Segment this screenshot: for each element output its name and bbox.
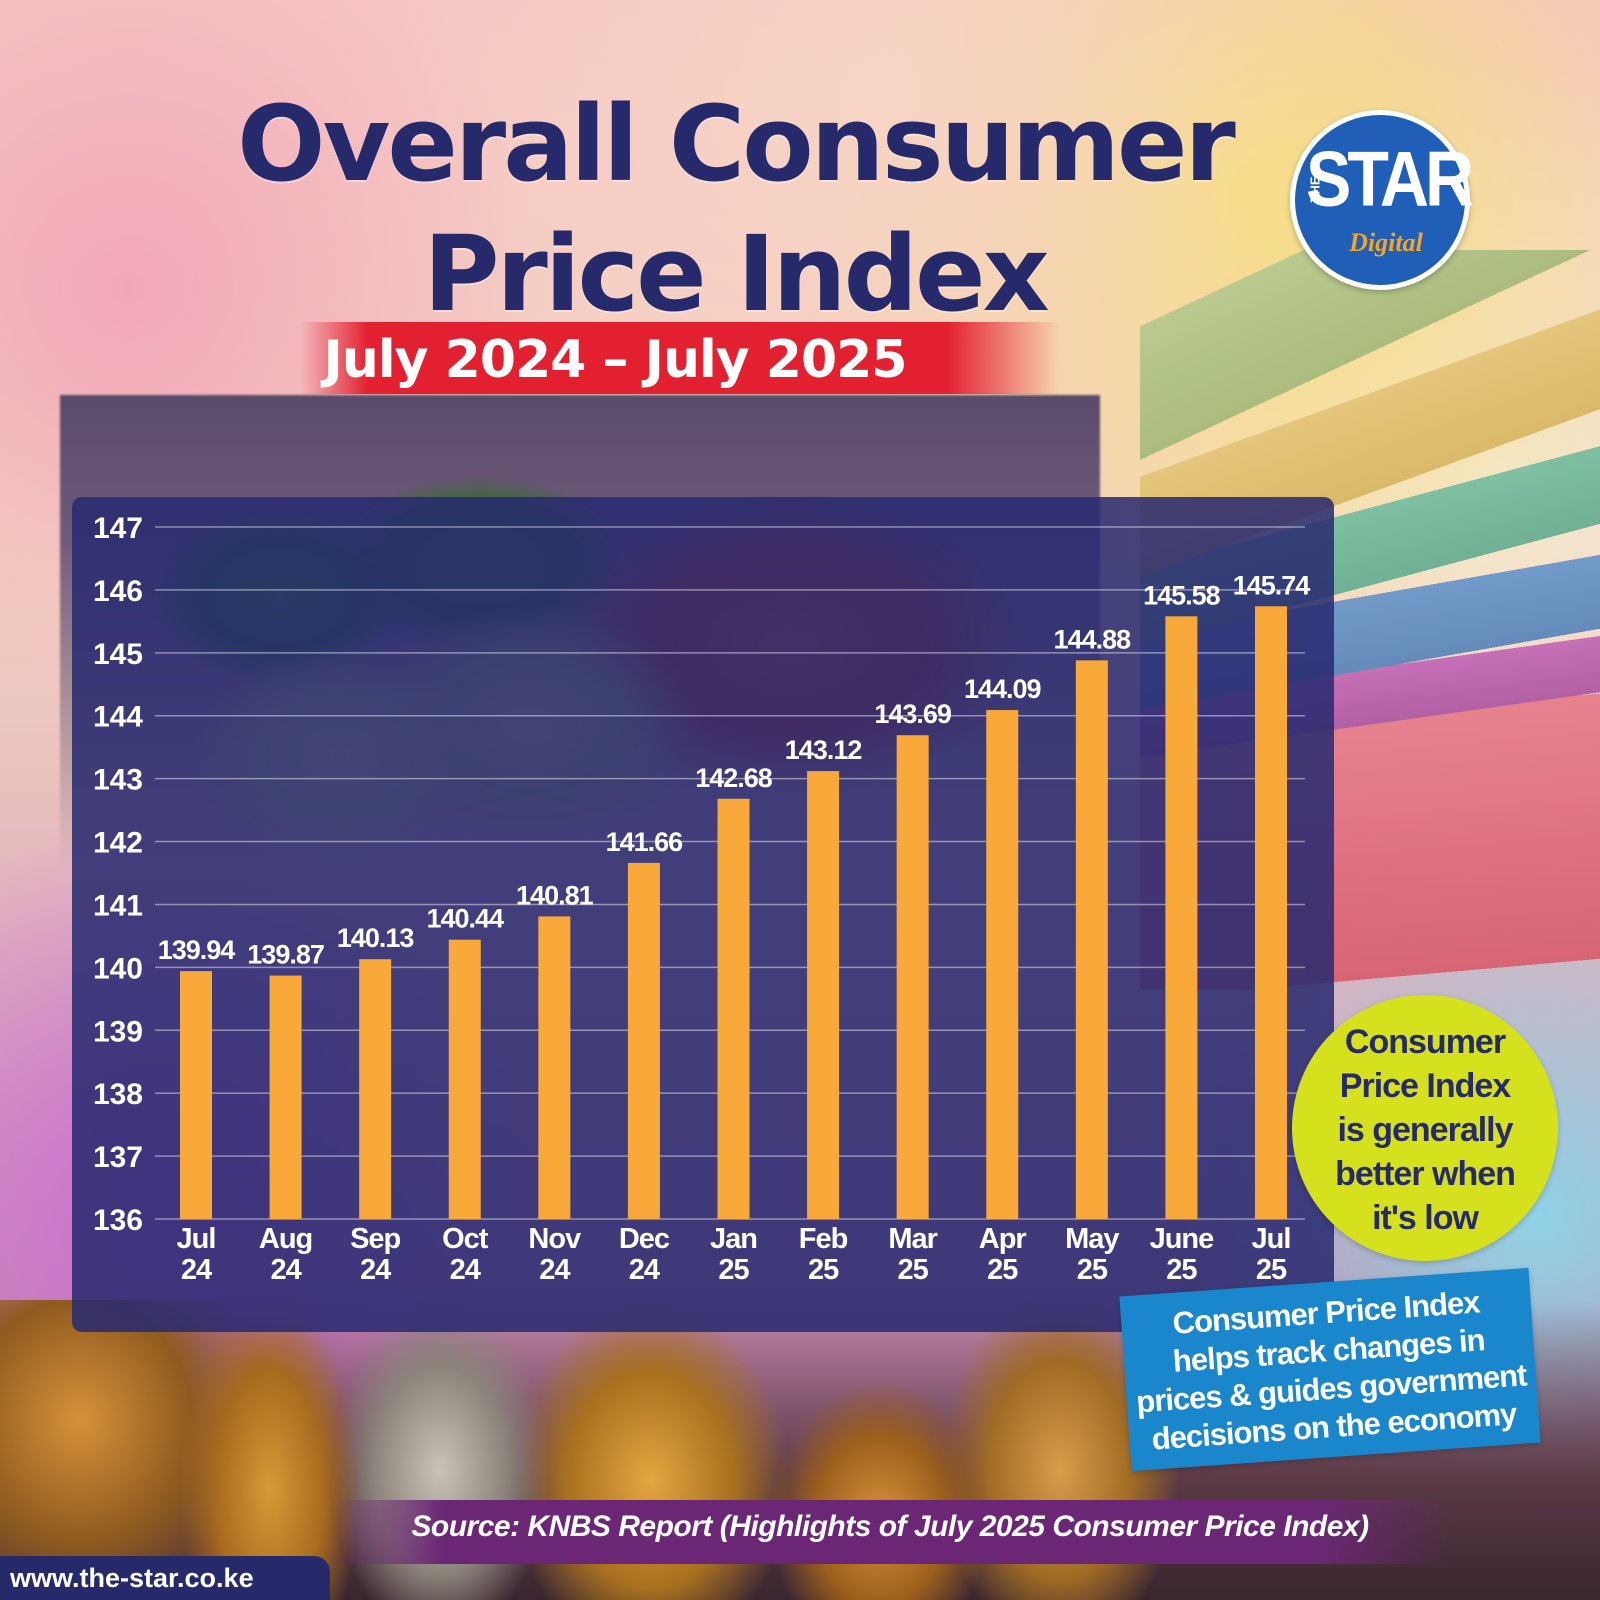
x-tick-label-year: 24 (270, 1254, 301, 1286)
note-circle-line: Consumer (1344, 1023, 1506, 1061)
note-circle-line: is generally (1337, 1111, 1513, 1149)
x-tick-label-year: 25 (1077, 1254, 1108, 1286)
bar-value-label: 144.88 (1054, 624, 1132, 654)
bar (1075, 660, 1108, 1219)
y-tick-label: 145 (93, 638, 143, 671)
note-circle-line: it's low (1372, 1199, 1479, 1237)
bar-value-label: 142.68 (695, 763, 773, 793)
y-tick-label: 147 (93, 512, 143, 545)
bar-value-label: 140.13 (337, 923, 415, 953)
y-tick-label: 141 (93, 889, 143, 922)
note-box-text: Consumer Price Index helps track changes… (1115, 1280, 1545, 1461)
x-tick-label-year: 24 (539, 1254, 570, 1286)
x-tick-label-year: 25 (808, 1254, 839, 1286)
logo-digital-text: Digital (1349, 228, 1423, 257)
x-tick-label-year: 25 (718, 1254, 749, 1286)
x-tick-label-month: Jul (1252, 1223, 1291, 1255)
x-tick-label-month: Sep (350, 1223, 400, 1255)
bar (896, 735, 929, 1219)
bar (717, 798, 750, 1219)
bar (1165, 616, 1198, 1219)
note-circle-line: Price Index (1339, 1067, 1511, 1105)
website-badge (0, 1556, 330, 1600)
note-circle (1292, 995, 1558, 1261)
source-strip (330, 1500, 1450, 1564)
bar-value-label: 140.81 (516, 880, 594, 910)
bar (448, 939, 481, 1219)
x-tick-label-year: 24 (629, 1254, 660, 1286)
logo-star-text: STAR (1306, 135, 1474, 223)
bar-value-label: 143.69 (874, 699, 952, 729)
x-tick-label-month: Feb (799, 1223, 848, 1255)
x-tick-label-month: Jul (177, 1223, 216, 1255)
bar-value-label: 139.87 (247, 940, 324, 970)
bar (538, 916, 571, 1219)
x-tick-label-year: 25 (1166, 1254, 1197, 1286)
source-text: Source: KNBS Report (Highlights of July … (411, 1510, 1369, 1543)
x-tick-label-month: Dec (619, 1223, 670, 1255)
bar (180, 971, 212, 1219)
page-title-line-2: Price Index (423, 213, 1049, 335)
y-tick-label: 139 (93, 1015, 143, 1048)
bar-value-label: 143.12 (785, 735, 862, 765)
bar (807, 771, 840, 1219)
bar (627, 862, 660, 1219)
x-tick-label-year: 25 (987, 1254, 1018, 1286)
page-title-line-1: Overall Consumer (237, 83, 1236, 205)
x-tick-label-month: Oct (442, 1223, 489, 1255)
bar (359, 959, 392, 1219)
bar-value-label: 141.66 (606, 827, 684, 857)
date-range-banner (300, 322, 1060, 394)
the-star-digital-logo (1290, 110, 1470, 290)
y-tick-label: 137 (93, 1141, 143, 1174)
date-range-text: July 2024 – July 2025 (323, 330, 907, 390)
x-tick-label-year: 24 (181, 1254, 212, 1286)
bar-value-label: 140.44 (426, 904, 504, 934)
x-tick-label-month: Mar (888, 1223, 937, 1255)
x-tick-label-year: 24 (360, 1254, 391, 1286)
x-tick-label-month: Jan (710, 1223, 757, 1255)
y-tick-label: 143 (93, 764, 143, 797)
bar-value-label: 145.74 (1233, 570, 1311, 600)
website-link[interactable]: www.the-star.co.ke (10, 1563, 254, 1593)
x-tick-label-year: 25 (1256, 1254, 1287, 1286)
x-tick-label-year: 25 (898, 1254, 929, 1286)
bar-value-label: 139.94 (158, 935, 236, 965)
x-tick-label-month: Aug (259, 1223, 312, 1255)
bar-value-label: 144.09 (964, 674, 1042, 704)
y-tick-label: 146 (93, 575, 143, 608)
x-tick-label-year: 24 (450, 1254, 481, 1286)
y-tick-label: 144 (93, 701, 143, 734)
bar (986, 710, 1019, 1219)
x-tick-label-month: Apr (979, 1223, 1027, 1255)
y-tick-label: 142 (93, 827, 143, 860)
x-tick-label-month: June (1150, 1223, 1215, 1255)
x-tick-label-month: May (1065, 1223, 1119, 1255)
note-circle-line: better when (1335, 1155, 1516, 1193)
bar-value-label: 145.58 (1143, 580, 1221, 610)
note-circle-text: Consumer Price Index is generally better… (1298, 1020, 1552, 1240)
bar (1255, 606, 1287, 1219)
x-tick-label-month: Nov (528, 1223, 581, 1255)
y-tick-label: 138 (93, 1078, 143, 1111)
y-tick-label: 136 (93, 1204, 143, 1237)
y-tick-label: 140 (93, 952, 143, 985)
bar (269, 975, 302, 1219)
